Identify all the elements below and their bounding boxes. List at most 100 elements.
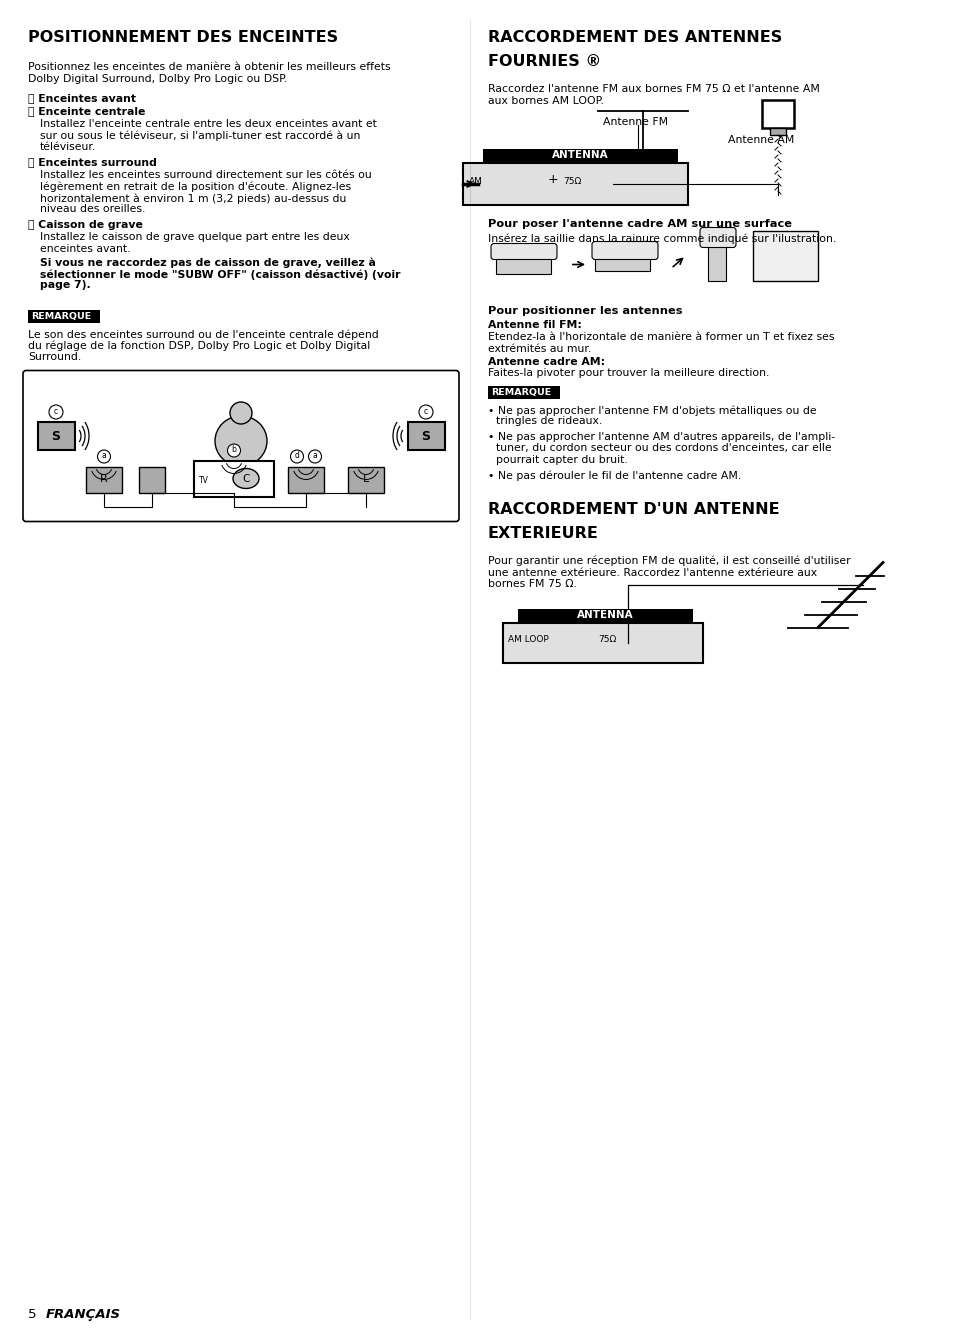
Text: RACCORDEMENT DES ANTENNES: RACCORDEMENT DES ANTENNES: [488, 29, 781, 46]
Text: horizontalement à environ 1 m (3,2 pieds) au-dessus du: horizontalement à environ 1 m (3,2 pieds…: [40, 193, 346, 204]
Bar: [139, 466, 165, 493]
Bar: [462, 163, 687, 205]
Text: 5: 5: [28, 1308, 36, 1322]
Text: Ⓒ Enceintes surround: Ⓒ Enceintes surround: [28, 158, 156, 167]
FancyBboxPatch shape: [592, 241, 658, 260]
Text: Pour poser l'antenne cadre AM sur une surface: Pour poser l'antenne cadre AM sur une su…: [488, 220, 791, 229]
Circle shape: [49, 404, 63, 419]
Bar: [502, 623, 702, 663]
Circle shape: [97, 450, 111, 463]
Text: S: S: [421, 430, 430, 442]
Bar: [761, 100, 793, 129]
Bar: [28, 311, 100, 323]
Text: Installez l'enceinte centrale entre les deux enceintes avant et: Installez l'enceinte centrale entre les …: [40, 119, 376, 129]
Text: extrémités au mur.: extrémités au mur.: [488, 344, 591, 353]
Text: REMARQUE: REMARQUE: [491, 387, 551, 396]
Circle shape: [308, 450, 321, 463]
Text: Antenne fil FM:: Antenne fil FM:: [488, 320, 581, 331]
Text: RACCORDEMENT D'UN ANTENNE: RACCORDEMENT D'UN ANTENNE: [488, 502, 779, 517]
FancyBboxPatch shape: [700, 228, 735, 248]
Text: Si vous ne raccordez pas de caisson de grave, veillez à: Si vous ne raccordez pas de caisson de g…: [40, 257, 375, 268]
Text: niveau des oreilles.: niveau des oreilles.: [40, 205, 145, 214]
Text: 75Ω: 75Ω: [562, 177, 580, 186]
Text: pourrait capter du bruit.: pourrait capter du bruit.: [496, 455, 627, 465]
Text: EXTERIEURE: EXTERIEURE: [488, 526, 598, 541]
Text: sélectionner le mode "SUBW OFF" (caisson désactivé) (voir: sélectionner le mode "SUBW OFF" (caisson…: [40, 269, 400, 280]
Text: Raccordez l'antenne FM aux bornes FM 75 Ω et l'antenne AM: Raccordez l'antenne FM aux bornes FM 75 …: [488, 84, 819, 94]
Bar: [769, 129, 785, 135]
Text: sur ou sous le téléviseur, si l'ampli-tuner est raccordé à un: sur ou sous le téléviseur, si l'ampli-tu…: [40, 130, 360, 141]
Text: bornes FM 75 Ω.: bornes FM 75 Ω.: [488, 578, 577, 589]
Text: +: +: [547, 173, 558, 186]
Text: c: c: [423, 407, 428, 415]
Text: POSITIONNEMENT DES ENCEINTES: POSITIONNEMENT DES ENCEINTES: [28, 29, 337, 46]
Bar: [193, 461, 274, 497]
Text: Positionnez les enceintes de manière à obtenir les meilleurs effets: Positionnez les enceintes de manière à o…: [28, 62, 390, 72]
Bar: [86, 466, 122, 493]
Text: Antenne FM: Antenne FM: [602, 116, 667, 127]
Bar: [38, 422, 75, 450]
Circle shape: [418, 404, 433, 419]
Text: REMARQUE: REMARQUE: [30, 312, 91, 320]
Text: Ⓑ Enceinte centrale: Ⓑ Enceinte centrale: [28, 107, 145, 116]
Ellipse shape: [214, 416, 267, 466]
Text: L: L: [362, 474, 369, 483]
FancyBboxPatch shape: [23, 371, 458, 521]
Text: ANTENNA: ANTENNA: [552, 150, 608, 161]
Text: FOURNIES ®: FOURNIES ®: [488, 54, 600, 70]
Text: légèrement en retrait de la position d'écoute. Alignez-les: légèrement en retrait de la position d'é…: [40, 182, 351, 191]
Text: Insérez la saillie dans la rainure comme indiqué sur l'ilustration.: Insérez la saillie dans la rainure comme…: [488, 233, 836, 244]
Text: du réglage de la fonction DSP, Dolby Pro Logic et Dolby Digital: du réglage de la fonction DSP, Dolby Pro…: [28, 340, 370, 351]
Text: Antenne cadre AM:: Antenne cadre AM:: [488, 358, 604, 367]
Text: c: c: [54, 407, 58, 415]
Text: S: S: [51, 430, 60, 442]
Text: Pour garantir une réception FM de qualité, il est conseillé d'utiliser: Pour garantir une réception FM de qualit…: [488, 556, 850, 566]
Text: Ⓐ Enceintes avant: Ⓐ Enceintes avant: [28, 92, 136, 103]
Text: Faites-la pivoter pour trouver la meilleure direction.: Faites-la pivoter pour trouver la meille…: [488, 368, 768, 379]
Bar: [517, 608, 692, 623]
Text: Ⓓ Caisson de grave: Ⓓ Caisson de grave: [28, 220, 143, 230]
Text: tuner, du cordon secteur ou des cordons d'enceintes, car elle: tuner, du cordon secteur ou des cordons …: [496, 443, 831, 454]
Text: Surround.: Surround.: [28, 352, 81, 362]
Circle shape: [291, 450, 303, 463]
Text: Etendez-la à l'horizontale de manière à former un T et fixez ses: Etendez-la à l'horizontale de manière à …: [488, 332, 834, 341]
Text: C: C: [242, 474, 250, 483]
Text: Pour positionner les antennes: Pour positionner les antennes: [488, 305, 681, 316]
Text: page 7).: page 7).: [40, 280, 91, 291]
Circle shape: [227, 445, 240, 457]
Bar: [752, 230, 817, 280]
Text: Installez les enceintes surround directement sur les côtés ou: Installez les enceintes surround directe…: [40, 170, 372, 179]
FancyBboxPatch shape: [491, 244, 557, 260]
Bar: [408, 422, 444, 450]
Bar: [496, 256, 551, 273]
Text: 75Ω: 75Ω: [598, 636, 616, 644]
Text: ANTENNA: ANTENNA: [577, 611, 633, 620]
Text: téléviseur.: téléviseur.: [40, 142, 96, 153]
Text: tringles de rideaux.: tringles de rideaux.: [496, 416, 601, 427]
Text: TV: TV: [199, 475, 209, 485]
Text: FRANÇAIS: FRANÇAIS: [46, 1308, 121, 1322]
Text: aux bornes AM LOOP.: aux bornes AM LOOP.: [488, 95, 603, 106]
Text: AM LOOP: AM LOOP: [507, 636, 548, 644]
Text: • Ne pas approcher l'antenne FM d'objets métalliques ou de: • Ne pas approcher l'antenne FM d'objets…: [488, 404, 816, 415]
Bar: [348, 466, 384, 493]
Text: d: d: [294, 451, 299, 461]
Text: enceintes avant.: enceintes avant.: [40, 244, 131, 254]
Bar: [488, 386, 559, 399]
Circle shape: [230, 402, 252, 424]
Text: b: b: [232, 445, 236, 454]
Text: AM: AM: [469, 177, 482, 186]
Bar: [288, 466, 324, 493]
Text: une antenne extérieure. Raccordez l'antenne extérieure aux: une antenne extérieure. Raccordez l'ante…: [488, 568, 817, 577]
Text: R: R: [100, 474, 108, 483]
Bar: [595, 253, 649, 270]
Bar: [707, 230, 725, 280]
Text: • Ne pas approcher l'antenne AM d'autres appareils, de l'ampli-: • Ne pas approcher l'antenne AM d'autres…: [488, 432, 834, 442]
Text: a: a: [313, 451, 317, 461]
Ellipse shape: [233, 469, 258, 489]
Text: Dolby Digital Surround, Dolby Pro Logic ou DSP.: Dolby Digital Surround, Dolby Pro Logic …: [28, 74, 287, 83]
Text: a: a: [102, 451, 107, 461]
Text: • Ne pas dérouler le fil de l'antenne cadre AM.: • Ne pas dérouler le fil de l'antenne ca…: [488, 470, 740, 481]
Text: Antenne AM: Antenne AM: [727, 135, 794, 145]
Text: Installez le caisson de grave quelque part entre les deux: Installez le caisson de grave quelque pa…: [40, 233, 350, 242]
